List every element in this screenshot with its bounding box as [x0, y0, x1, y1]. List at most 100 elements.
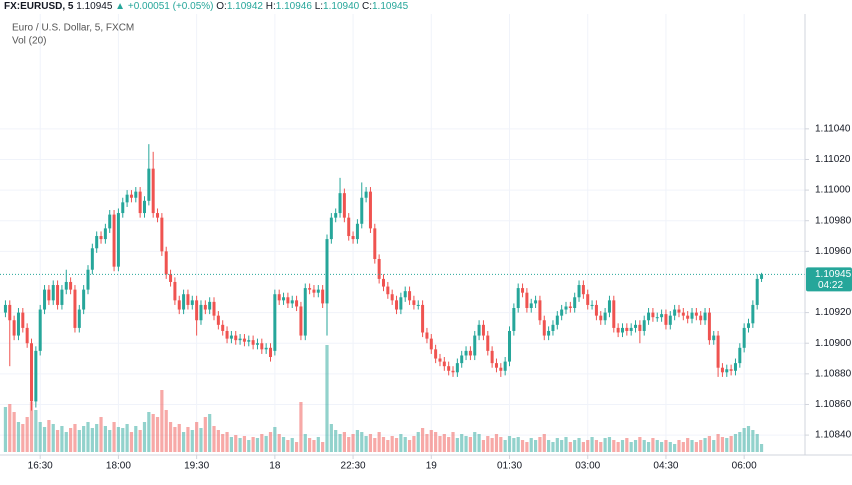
volume-bar	[255, 438, 260, 452]
candle-body	[112, 214, 116, 267]
candle-body	[312, 289, 316, 293]
volume-bar	[655, 440, 659, 452]
candle-body	[638, 324, 642, 331]
candle-body	[729, 369, 733, 371]
arrow: ▲	[115, 1, 126, 12]
y-tick-label: 1.11020	[815, 154, 851, 165]
volume-bar	[77, 430, 81, 452]
volume-bar	[568, 442, 572, 452]
y-tick-label: 1.11040	[815, 123, 851, 134]
candle-body	[616, 327, 620, 333]
volume-bar	[755, 434, 759, 452]
candle-body	[290, 300, 294, 304]
volume-label: Vol (20)	[12, 36, 46, 47]
candle-body	[238, 338, 242, 341]
candle-body	[199, 304, 203, 321]
candle-body	[694, 312, 698, 316]
candle-body	[625, 327, 629, 331]
candle-body	[273, 294, 277, 351]
volume-bar	[168, 422, 173, 452]
candle-body	[8, 304, 12, 321]
volume-bar	[460, 434, 464, 452]
candle-body	[429, 338, 433, 350]
volume-bar	[616, 442, 620, 452]
candle-body	[177, 300, 181, 310]
volume-bar	[742, 428, 746, 452]
x-tick-label: 19	[426, 461, 438, 472]
volume-bar	[8, 404, 12, 452]
y-tick-label: 1.10960	[815, 246, 852, 257]
candle-body	[347, 217, 351, 237]
volume-bar	[138, 430, 142, 452]
candle-body	[529, 303, 533, 308]
volume-bar	[95, 424, 99, 452]
candle-body	[277, 294, 281, 301]
volume-bar	[638, 437, 642, 452]
candle-body	[712, 335, 716, 341]
volume-bar	[34, 410, 38, 452]
candle-body	[516, 288, 520, 308]
candle-body	[308, 288, 312, 290]
volume-bar	[720, 437, 725, 452]
volume-bar	[447, 437, 451, 452]
candle-body	[590, 304, 594, 306]
candle-body	[260, 343, 264, 350]
volume-bar	[147, 412, 151, 452]
last-price-label: 1.10945	[815, 269, 852, 280]
volume-bar	[486, 436, 490, 452]
volume-bar	[416, 432, 420, 452]
candle-body	[282, 297, 286, 301]
volume-bar	[212, 426, 216, 452]
candle-body	[747, 323, 751, 328]
volume-bar	[703, 438, 707, 452]
volume-bar	[29, 402, 34, 452]
candle-body	[481, 324, 485, 336]
volume-bar	[186, 427, 190, 452]
candle-body	[329, 217, 333, 240]
candle-body	[399, 297, 403, 310]
volume-bar	[599, 442, 603, 452]
volume-bar	[260, 434, 264, 452]
candle-body	[416, 304, 420, 306]
candle-body	[316, 289, 320, 293]
candle-body	[212, 301, 216, 316]
candle-body	[447, 366, 451, 371]
candle-body	[725, 369, 729, 373]
volume-bar	[468, 437, 472, 452]
volume-bar	[142, 422, 147, 452]
x-tick-label: 01:30	[497, 461, 522, 472]
candle-body	[716, 335, 720, 368]
candle-body	[707, 312, 711, 341]
volume-bar	[42, 427, 47, 452]
candle-body	[156, 213, 160, 218]
volume-bar	[451, 432, 455, 452]
volume-bar	[607, 437, 612, 452]
close-label: C:	[361, 1, 372, 12]
candle-body	[477, 324, 481, 336]
candle-body	[286, 297, 290, 304]
volume-bar	[334, 430, 338, 452]
volume-bar	[12, 412, 16, 452]
candle-body	[620, 327, 624, 333]
candle-body	[555, 315, 559, 325]
x-tick-label: 18:00	[106, 461, 131, 472]
symbol: FX:EURUSD, 5	[4, 1, 74, 12]
volume-bar	[3, 407, 8, 452]
candle-body	[360, 197, 364, 224]
candle-body	[512, 308, 516, 331]
candle-body	[647, 312, 651, 321]
candle-body	[690, 312, 694, 319]
volume-bar	[629, 442, 633, 452]
volume-bar	[659, 442, 664, 452]
volume-bar	[725, 438, 729, 452]
candle-body	[221, 324, 225, 331]
volume-bar	[55, 430, 60, 452]
candle-body	[738, 347, 742, 364]
volume-bar	[746, 426, 751, 452]
volume-bar	[199, 428, 203, 452]
candle-body	[508, 330, 512, 362]
candle-body	[586, 294, 590, 305]
volume-bar	[581, 442, 585, 452]
volume-bar	[338, 434, 342, 452]
volume-bar	[551, 442, 555, 452]
